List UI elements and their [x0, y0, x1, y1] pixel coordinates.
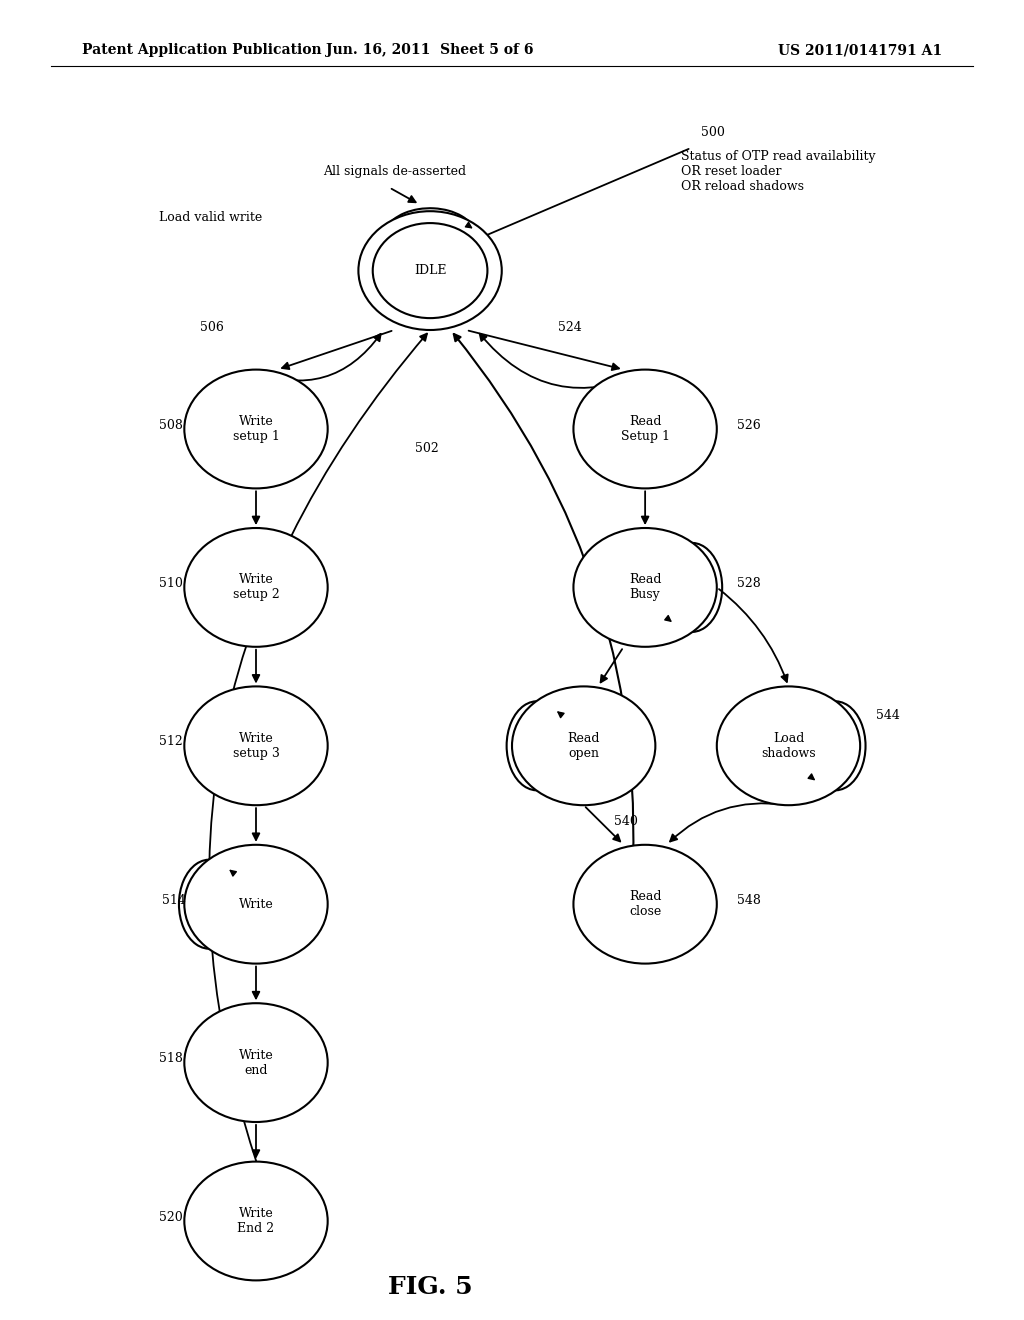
Text: Jun. 16, 2011  Sheet 5 of 6: Jun. 16, 2011 Sheet 5 of 6 [327, 44, 534, 57]
Text: All signals de-asserted: All signals de-asserted [323, 165, 466, 178]
Text: 540: 540 [614, 814, 638, 828]
Text: Read
Setup 1: Read Setup 1 [621, 414, 670, 444]
Ellipse shape [184, 686, 328, 805]
Text: Write
setup 1: Write setup 1 [232, 414, 280, 444]
Text: Write
End 2: Write End 2 [238, 1206, 274, 1236]
Text: 512: 512 [159, 735, 182, 748]
Ellipse shape [717, 686, 860, 805]
Text: 520: 520 [159, 1210, 182, 1224]
Text: Write: Write [239, 898, 273, 911]
Text: 524: 524 [558, 321, 582, 334]
Text: 508: 508 [159, 418, 182, 432]
Ellipse shape [573, 845, 717, 964]
Text: 544: 544 [876, 709, 899, 722]
Ellipse shape [184, 845, 328, 964]
Text: Status of OTP read availability
OR reset loader
OR reload shadows: Status of OTP read availability OR reset… [681, 150, 876, 193]
Text: 548: 548 [737, 894, 761, 907]
Text: Read
close: Read close [629, 890, 662, 919]
Text: Write
setup 2: Write setup 2 [232, 573, 280, 602]
Text: 510: 510 [159, 577, 182, 590]
Text: IDLE: IDLE [414, 264, 446, 277]
Text: 500: 500 [701, 125, 725, 139]
Text: Patent Application Publication: Patent Application Publication [82, 44, 322, 57]
Text: 502: 502 [415, 442, 438, 455]
Text: 528: 528 [737, 577, 761, 590]
Text: Write
setup 3: Write setup 3 [232, 731, 280, 760]
Ellipse shape [573, 528, 717, 647]
Ellipse shape [184, 1003, 328, 1122]
Text: 526: 526 [737, 418, 761, 432]
Ellipse shape [184, 1162, 328, 1280]
Ellipse shape [358, 211, 502, 330]
Text: Load
shadows: Load shadows [761, 731, 816, 760]
Text: 506: 506 [200, 321, 223, 334]
Text: 518: 518 [159, 1052, 182, 1065]
Text: FIG. 5: FIG. 5 [388, 1275, 472, 1299]
Text: Read
open: Read open [567, 731, 600, 760]
Text: Load valid write: Load valid write [159, 211, 262, 224]
Ellipse shape [573, 370, 717, 488]
Ellipse shape [512, 686, 655, 805]
Ellipse shape [184, 370, 328, 488]
Text: Write
end: Write end [239, 1048, 273, 1077]
Text: US 2011/0141791 A1: US 2011/0141791 A1 [778, 44, 942, 57]
Text: Read
Busy: Read Busy [629, 573, 662, 602]
Ellipse shape [184, 528, 328, 647]
Text: 514: 514 [162, 894, 185, 907]
